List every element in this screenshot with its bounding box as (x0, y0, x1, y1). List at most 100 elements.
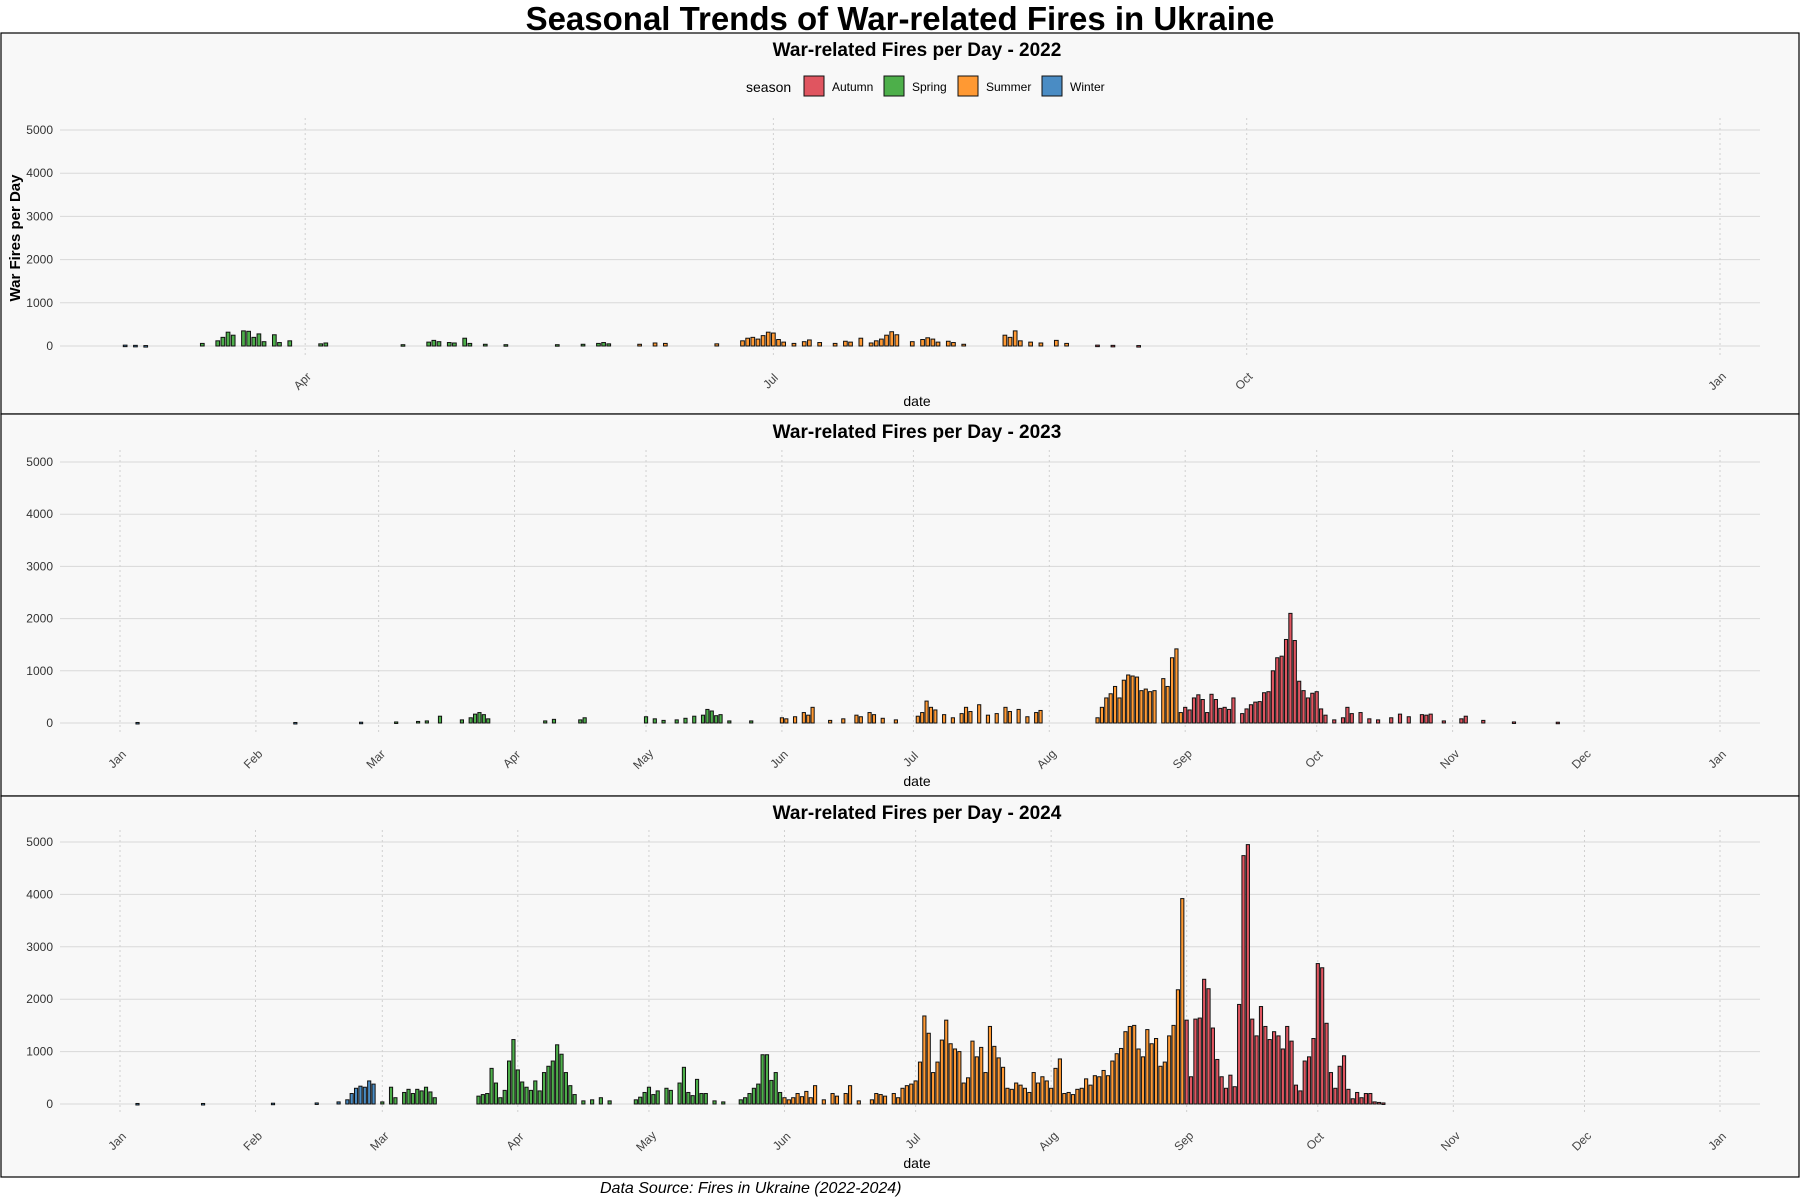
bar-summer (992, 1045, 997, 1105)
bar-summer (1152, 690, 1157, 724)
bar-summer (740, 340, 745, 347)
bar-summer (1123, 1031, 1128, 1105)
y-tick-label: 3000 (26, 209, 53, 223)
bar-summer (1053, 1067, 1058, 1105)
bar-autumn (1263, 1025, 1268, 1105)
bar-autumn (1315, 963, 1320, 1105)
bar-summer (828, 719, 833, 724)
bar-autumn (1307, 1056, 1312, 1105)
bar-summer (909, 341, 915, 347)
bar-autumn (1253, 701, 1258, 724)
bar-summer (1140, 1056, 1146, 1105)
bar-summer (879, 338, 884, 347)
bar-summer (1158, 1065, 1163, 1105)
bar-summer (1000, 1066, 1006, 1105)
bar-spring (511, 1039, 516, 1105)
bar-winter (359, 721, 364, 725)
bar-summer (867, 712, 872, 724)
bar-autumn (1240, 713, 1245, 724)
bar-spring (551, 718, 557, 724)
legend-swatch-spring (883, 75, 905, 97)
bar-summer (1005, 1087, 1010, 1105)
bar-summer (1099, 706, 1104, 724)
bar-summer (985, 714, 991, 724)
bar-autumn (1428, 713, 1433, 724)
bar-autumn (1463, 715, 1468, 724)
bar-autumn (1245, 844, 1250, 1105)
bar-autumn (1381, 1102, 1386, 1105)
bar-spring (246, 330, 251, 347)
bar-spring (721, 1101, 726, 1105)
bar-autumn (1187, 709, 1192, 724)
bar-spring (674, 719, 679, 724)
bar-summer (1175, 989, 1180, 1105)
y-tick-label: 5000 (26, 455, 53, 469)
bar-spring (472, 713, 478, 724)
bar-summer (1075, 1088, 1080, 1105)
bar-summer (882, 1095, 888, 1105)
bar-spring (655, 1090, 660, 1105)
bar-summer (1136, 1048, 1141, 1105)
bar-spring (423, 1086, 429, 1105)
bar-autumn (1267, 1039, 1272, 1105)
bar-winter (122, 344, 128, 348)
bar-summer (1092, 1075, 1097, 1105)
bar-summer (1009, 1088, 1014, 1105)
bar-spring (749, 720, 754, 724)
bar-summer (1127, 1025, 1132, 1105)
bar-autumn (1210, 1027, 1215, 1105)
legend-label-spring: Spring (912, 80, 947, 94)
bar-summer (1110, 1060, 1115, 1105)
bar-winter (143, 345, 149, 348)
bar-spring (581, 1100, 586, 1105)
bar-autumn (1340, 717, 1346, 724)
bar-summer (920, 712, 925, 724)
bar-summer (1180, 898, 1185, 1105)
bar-autumn (1228, 1074, 1233, 1105)
panel-title: War-related Fires per Day - 2023 (773, 422, 1062, 443)
panel-frame (0, 413, 1800, 797)
y-tick-label: 0 (46, 339, 53, 353)
bar-summer (755, 338, 761, 347)
bar-summer (1079, 1087, 1084, 1105)
bar-spring (424, 720, 429, 724)
bar-spring (419, 1090, 424, 1105)
bar-autumn (1511, 721, 1517, 724)
bar-autumn (1219, 1076, 1224, 1105)
bar-summer (856, 1100, 861, 1105)
bar-spring (287, 340, 293, 347)
bar-summer (830, 1093, 835, 1105)
y-tick-label: 3000 (26, 559, 53, 573)
bar-summer (900, 1087, 905, 1105)
bar-winter (345, 1099, 350, 1105)
bar-autumn (1276, 1035, 1281, 1105)
bar-spring (533, 1080, 538, 1105)
bar-summer (935, 341, 941, 347)
bar-autumn (1363, 1093, 1368, 1105)
bar-autumn (1272, 1031, 1277, 1105)
bar-spring (462, 337, 468, 347)
bar-autumn (1283, 638, 1289, 724)
bar-autumn (1376, 1101, 1382, 1105)
bar-summer (1038, 342, 1044, 347)
y-tick-label: 1000 (26, 296, 53, 310)
bar-summer (1095, 717, 1100, 724)
panel-title: War-related Fires per Day - 2024 (773, 803, 1062, 824)
bar-spring (760, 1054, 765, 1105)
bar-autumn (1205, 712, 1210, 724)
bar-summer (1049, 1087, 1054, 1105)
bar-summer (1097, 1076, 1102, 1105)
legend-label-winter: Winter (1070, 80, 1105, 94)
bar-summer (904, 1085, 909, 1105)
bar-autumn (1257, 701, 1262, 724)
bar-summer (821, 1099, 826, 1105)
bar-autumn (1345, 706, 1350, 724)
bar-autumn (1355, 1091, 1360, 1105)
bar-summer (868, 342, 874, 347)
bar-spring (638, 1096, 643, 1105)
bar-spring (415, 1088, 420, 1105)
y-tick-label: 1000 (26, 1045, 53, 1059)
bar-spring (468, 717, 473, 724)
bar-autumn (1289, 1040, 1294, 1105)
bar-winter (135, 721, 140, 725)
